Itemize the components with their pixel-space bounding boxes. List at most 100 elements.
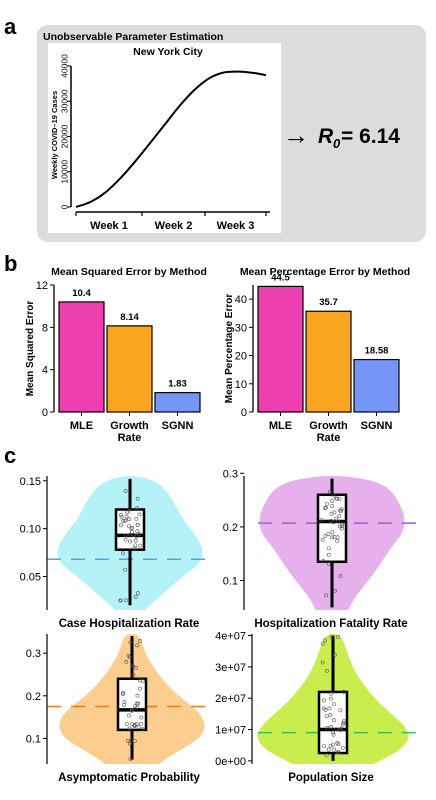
jitter-point: [322, 698, 326, 703]
bar-chart-mse: Mean Squared Error by Method Mean Squared…: [25, 266, 207, 444]
jitter-point: [127, 517, 132, 522]
jitter-point: [140, 678, 145, 683]
jitter-point: [127, 713, 131, 718]
jitter-point: [326, 532, 331, 537]
bar-mle: [58, 301, 105, 413]
jitter-point: [325, 668, 329, 673]
y-tick-label: 30000: [60, 89, 70, 113]
y-tick-label: 0.05: [20, 572, 41, 584]
jitter-point: [328, 713, 333, 717]
jitter-point: [128, 640, 133, 645]
jitter-point: [332, 702, 336, 706]
bar-chart-mpe: Mean Percentage Error by Method Mean Perc…: [224, 266, 410, 444]
jitter-point: [335, 741, 340, 745]
line-plot-x-ticks: Week 1 Week 2 Week 3: [75, 212, 267, 232]
jitter-point: [328, 518, 333, 523]
jitter-point: [124, 598, 128, 603]
jitter-point: [135, 506, 139, 511]
jitter-point: [339, 726, 344, 731]
jitter-point: [129, 708, 134, 712]
x-category-label: Rate: [317, 432, 341, 444]
panel-label-c: c: [4, 443, 16, 468]
bar-sgnn: [353, 358, 400, 413]
violin-title: Case Hospitalization Rate: [59, 618, 200, 630]
jitter-point: [330, 499, 334, 503]
jitter-point: [335, 496, 340, 501]
bar-value-label: 44.5: [271, 272, 290, 283]
x-category-label: Growth: [110, 420, 149, 432]
panel-a-box-title: Unobservable Parameter Estimation: [43, 31, 223, 43]
violin-title: Population Size: [288, 772, 374, 784]
violin-population-size: 0e+00 1e+07 2e+07 3e+07 4e+07 Population Size: [215, 631, 422, 784]
bar-growth-rate: [106, 325, 153, 413]
x-tick-label: Week 2: [155, 220, 193, 232]
y-tick-label: 0.2: [223, 522, 238, 534]
jitter-point: [137, 678, 142, 683]
x-category-label: Growth: [309, 420, 348, 432]
violin-asymptomatic-probability: 0.1 0.2 0.3 Asymptomatic Probability: [26, 634, 208, 784]
box-iqr: [316, 493, 348, 564]
jitter-point: [323, 534, 328, 538]
x-tick-label: Week 3: [217, 220, 255, 232]
jitter-point: [319, 518, 324, 522]
bar-value-label: 8.14: [120, 312, 139, 323]
jitter-point: [133, 594, 138, 599]
y-tick-label: 30: [235, 322, 247, 334]
jitter-point: [123, 533, 128, 538]
bar-value-label: 1.83: [168, 379, 187, 390]
y-tick-label: 0.1: [223, 576, 238, 588]
jitter-point: [134, 534, 139, 539]
jitter-point: [329, 635, 334, 639]
x-category-label: Rate: [118, 432, 142, 444]
jitter-point: [341, 689, 346, 694]
bar-chart-ylabel: Mean Percentage Error: [224, 294, 235, 404]
jitter-point: [119, 515, 124, 519]
y-tick-label: 0.1: [26, 733, 41, 745]
jitter-point: [138, 639, 142, 643]
jitter-point: [332, 747, 337, 752]
jitter-point: [127, 508, 132, 513]
jitter-point: [123, 567, 128, 572]
y-tick-label: 20000: [60, 124, 70, 148]
jitter-point: [134, 516, 139, 521]
y-tick-label: 4e+07: [215, 631, 246, 643]
bar-sgnn: [154, 392, 201, 413]
jitter-point: [332, 510, 337, 515]
jitter-point: [339, 526, 344, 531]
x-category-label: MLE: [70, 420, 93, 432]
jitter-point: [131, 533, 136, 537]
panel-label-a: a: [4, 14, 17, 39]
y-tick-label: 1e+07: [215, 725, 246, 737]
jitter-point: [329, 691, 334, 696]
jitter-point: [129, 526, 134, 530]
x-category-label: SGNN: [361, 420, 393, 432]
bar-chart-title: Mean Squared Error by Method: [51, 266, 207, 278]
y-tick-label: 0: [42, 407, 48, 419]
jitter-point: [330, 504, 335, 508]
jitter-point: [135, 522, 140, 527]
jitter-point: [135, 643, 140, 648]
y-tick-label: 0: [241, 407, 247, 419]
jitter-point: [340, 524, 344, 529]
y-tick-label: 0: [60, 204, 70, 209]
jitter-point: [340, 745, 345, 750]
jitter-point: [338, 574, 343, 579]
jitter-point: [331, 730, 335, 735]
jitter-point: [329, 724, 334, 729]
jitter-point: [124, 659, 129, 664]
y-tick-label: 10: [235, 379, 247, 391]
jitter-point: [328, 743, 333, 748]
jitter-point: [128, 741, 132, 746]
bar-value-label: 35.7: [319, 297, 338, 308]
jitter-point: [135, 496, 140, 501]
jitter-point: [326, 552, 331, 557]
r0-result: → R 0 = 6.14: [283, 120, 400, 151]
jitter-point: [135, 705, 139, 710]
jitter-point: [331, 493, 336, 498]
jitter-point: [132, 723, 137, 728]
x-tick-label: Week 1: [90, 220, 128, 232]
jitter-point: [136, 725, 141, 730]
jitter-point: [329, 696, 333, 701]
y-tick-label: 12: [36, 280, 48, 292]
